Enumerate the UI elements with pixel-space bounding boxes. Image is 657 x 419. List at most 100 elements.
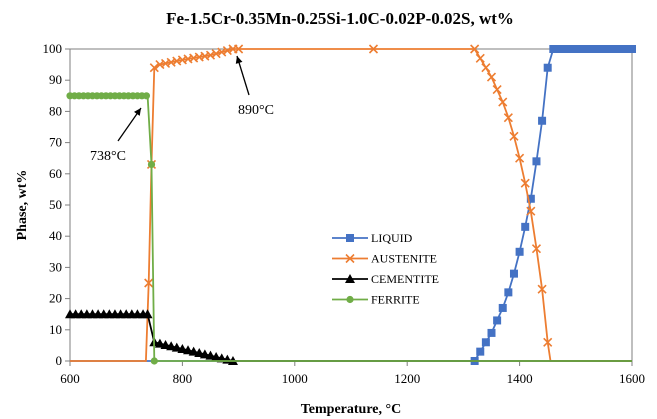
data-point-liquid	[571, 45, 580, 53]
data-point-cementite	[160, 339, 171, 349]
series-line-ferrite	[70, 94, 632, 362]
data-point-austenite	[486, 72, 497, 82]
legend-marker-austenite	[345, 253, 355, 264]
data-point-ferrite	[147, 160, 156, 169]
data-point-liquid	[549, 45, 558, 53]
chart-title: Fe-1.5Cr-0.35Mn-0.25Si-1.0C-0.02P-0.02S,…	[166, 9, 514, 28]
data-point-cementite	[188, 346, 199, 356]
legend-label-austenite: AUSTENITE	[371, 252, 437, 266]
y-tick-label: 10	[49, 322, 62, 337]
annotation-label: 738°C	[90, 149, 126, 164]
data-point-austenite	[503, 113, 513, 123]
data-point-austenite	[543, 337, 553, 347]
data-point-austenite	[234, 44, 244, 54]
y-tick-label: 20	[49, 291, 62, 306]
data-point-cementite	[216, 353, 227, 363]
annotation-arrowhead	[235, 56, 243, 64]
data-point-austenite	[217, 47, 227, 57]
data-point-austenite	[205, 50, 216, 60]
data-point-cementite	[166, 341, 177, 351]
data-point-austenite	[222, 45, 232, 56]
legend-marker-ferrite	[346, 295, 354, 304]
data-point-liquid	[543, 63, 552, 72]
annotation-layer: 738°C 890°C	[90, 55, 274, 164]
legend-marker-cementite	[345, 274, 355, 283]
data-point-cementite	[154, 338, 165, 348]
data-point-liquid	[560, 45, 569, 53]
data-point-austenite	[144, 278, 154, 288]
data-point-liquid	[526, 194, 535, 203]
data-point-liquid	[583, 45, 592, 53]
data-point-austenite	[537, 284, 547, 294]
annotation-label: 890°C	[238, 103, 274, 118]
data-point-liquid	[554, 45, 563, 53]
y-tick-label: 40	[49, 228, 62, 243]
data-point-liquid	[605, 45, 614, 53]
y-tick-label: 30	[49, 259, 62, 274]
data-point-liquid	[538, 116, 547, 125]
data-point-austenite	[509, 131, 519, 141]
data-point-liquid	[622, 45, 631, 53]
data-point-austenite	[211, 49, 221, 59]
data-point-austenite	[520, 178, 530, 188]
annotation-arrowhead	[134, 108, 141, 116]
data-point-liquid	[611, 45, 620, 53]
data-point-liquid	[498, 303, 507, 312]
legend-label-liquid: LIQUID	[371, 231, 413, 245]
data-point-cementite	[194, 347, 205, 357]
data-point-liquid	[577, 45, 586, 53]
data-point-cementite	[142, 309, 153, 319]
x-tick-label: 1000	[282, 371, 308, 386]
data-point-cementite	[171, 342, 182, 352]
data-point-liquid	[515, 247, 524, 256]
data-point-austenite	[149, 63, 159, 73]
x-tick-label: 600	[60, 371, 80, 386]
data-point-liquid	[509, 269, 518, 278]
data-point-austenite	[481, 63, 491, 73]
y-tick-label: 0	[56, 353, 63, 368]
data-point-austenite	[531, 244, 542, 254]
data-point-liquid	[566, 45, 575, 53]
x-axis-title: Temperature, °C	[301, 402, 401, 417]
data-point-austenite	[470, 44, 480, 54]
x-tick-label: 1600	[619, 371, 645, 386]
axes: 600 800 1000 1200 1400 1600 0 10 20 30 40 50 60 70 80 9…	[43, 41, 646, 386]
y-tick-label: 50	[49, 197, 62, 212]
data-point-liquid	[594, 45, 603, 53]
data-point-liquid	[487, 328, 496, 337]
data-point-cementite	[183, 345, 194, 355]
series-liquid	[70, 45, 636, 365]
legend-marker-liquid	[346, 234, 354, 242]
data-point-liquid	[504, 288, 513, 297]
series-layer	[65, 44, 636, 365]
data-point-liquid	[599, 45, 608, 53]
x-tick-label: 1400	[507, 371, 533, 386]
data-point-cementite	[205, 350, 216, 360]
x-tick-label: 1200	[394, 371, 420, 386]
data-point-cementite	[177, 343, 188, 353]
y-axis-title: Phase, wt%	[15, 170, 30, 241]
data-point-liquid	[476, 347, 485, 356]
y-tick-label: 60	[49, 166, 62, 181]
data-point-ferrite	[142, 92, 151, 100]
y-tick-label: 100	[43, 41, 63, 56]
data-point-liquid	[521, 222, 530, 231]
x-tick-label: 800	[173, 371, 193, 386]
legend-label-ferrite: FERRITE	[371, 293, 420, 307]
series-austenite	[70, 44, 632, 362]
data-point-austenite	[498, 97, 508, 107]
data-point-cementite	[199, 349, 210, 359]
legend-label-cementite: CEMENTITE	[371, 272, 439, 286]
legend: LIQUID AUSTENITE CEMENTITE FERRITE	[332, 231, 439, 307]
data-point-austenite	[515, 153, 525, 163]
data-point-liquid	[532, 157, 541, 166]
data-point-liquid	[588, 45, 597, 53]
data-point-liquid	[493, 316, 502, 325]
data-point-austenite	[368, 44, 379, 54]
series-ferrite	[66, 92, 632, 365]
data-point-austenite	[492, 84, 502, 95]
y-tick-label: 80	[49, 103, 62, 118]
data-point-ferrite	[150, 357, 158, 365]
data-point-austenite	[526, 206, 536, 216]
